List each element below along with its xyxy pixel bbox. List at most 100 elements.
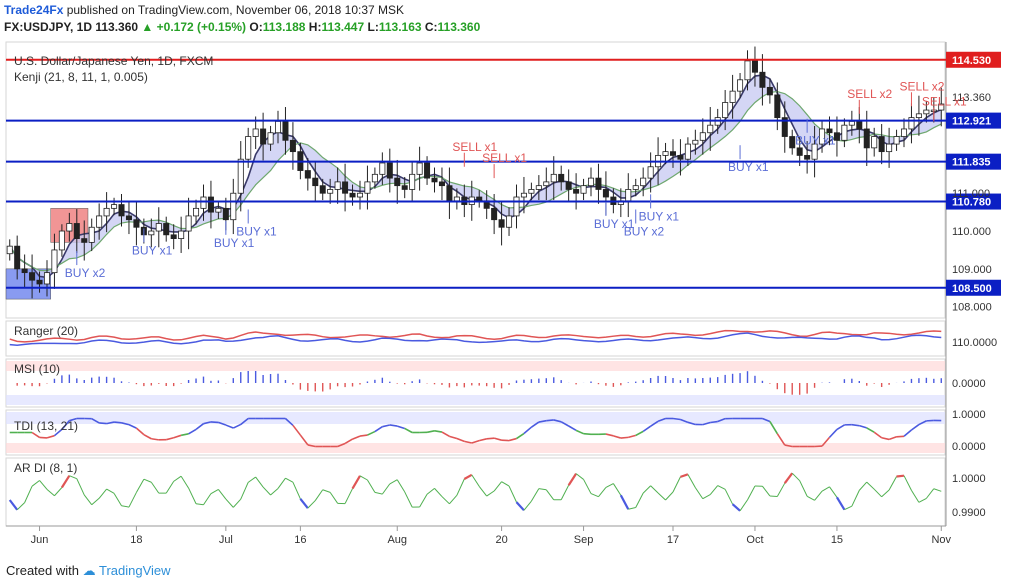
tdi-axis-label-bottom: 0.0000 [952, 441, 986, 453]
footer: Created with ☁ TradingView [6, 563, 171, 579]
low-value: 113.163 [378, 20, 422, 34]
candle-body [275, 120, 282, 134]
publish-info: Trade24Fx published on TradingView.com, … [4, 3, 404, 17]
candle-body [692, 139, 699, 145]
candle-body [73, 223, 80, 240]
ardi-segment [612, 483, 622, 496]
tdi-segment [605, 433, 614, 437]
tdi-segment [530, 421, 540, 428]
candle-body [349, 192, 356, 198]
price-tick-label: 109.000 [952, 264, 992, 276]
high-value: 113.447 [321, 20, 365, 34]
candle-body [438, 181, 445, 187]
tdi-segment [307, 444, 316, 448]
tdi-segment [225, 424, 234, 429]
symbol-label[interactable]: FX:USDJPY, 1D [4, 20, 93, 34]
candle-body [222, 207, 229, 221]
candle-body [543, 181, 550, 187]
ardi-label: AR DI (8, 1) [14, 461, 77, 475]
ardi-segment [165, 481, 175, 494]
author-name[interactable]: Trade24Fx [4, 3, 64, 17]
ardi-segment [91, 497, 100, 506]
ardi-segment [583, 479, 592, 494]
ardi-segment [933, 488, 942, 492]
candle-body [252, 128, 259, 137]
x-tick-label: 18 [130, 534, 142, 546]
candle-body [409, 173, 416, 190]
msi-label: MSI (10) [14, 362, 60, 376]
level-price-label: 108.500 [952, 283, 992, 295]
level-price-label: 111.835 [952, 157, 991, 169]
price-tick-label: 110.000 [952, 226, 991, 238]
candle-body [371, 173, 378, 183]
x-tick-label: Jul [219, 534, 233, 546]
tdi-segment [672, 417, 681, 421]
tdi-segment [657, 417, 666, 423]
ardi-segment [307, 500, 316, 509]
candle-body [737, 79, 744, 92]
candle-body [267, 132, 274, 145]
price-tick-label: 108.000 [952, 302, 992, 314]
ardi-segment [925, 488, 935, 499]
ardi-segment [515, 501, 525, 512]
tdi-segment [232, 423, 242, 429]
candle-body [774, 94, 781, 119]
candle-body [401, 185, 408, 190]
ardi-segment [731, 503, 741, 512]
tdi-segment [31, 431, 40, 439]
candle-body [707, 124, 714, 134]
tradingview-logo-icon[interactable]: ☁ [82, 563, 96, 578]
ardi-segment [619, 494, 630, 510]
tdi-segment [575, 429, 584, 435]
tdi-segment [374, 426, 383, 433]
candle-body [789, 136, 796, 149]
signal-label: BUY x2 [624, 224, 665, 238]
candle-body [871, 136, 878, 149]
tdi-segment [113, 421, 122, 424]
candle-body [334, 181, 341, 190]
tradingview-link[interactable]: TradingView [99, 563, 171, 578]
candle-body [14, 245, 21, 270]
ardi-segment [776, 482, 786, 497]
tdi-segment [628, 434, 636, 439]
ardi-segment [16, 502, 25, 511]
ardi-segment [329, 492, 339, 504]
ardi-segment [299, 498, 309, 509]
candle-body [379, 162, 386, 175]
tdi-segment [784, 444, 793, 448]
tdi-segment [546, 419, 554, 422]
ardi-segment [195, 503, 204, 506]
close-value: 113.360 [437, 20, 481, 34]
candle-body [476, 196, 483, 202]
candle-body [625, 189, 632, 202]
signal-label: BUY x1 [795, 134, 836, 148]
tdi-segment [404, 427, 413, 434]
ardi-segment [441, 496, 450, 505]
candle-body [833, 132, 840, 141]
tdi-segment [61, 420, 70, 430]
x-tick-label: Aug [387, 534, 407, 546]
ardi-segment [866, 481, 875, 490]
tdi-segment [121, 422, 130, 426]
candle-body [364, 181, 371, 194]
tdi-segment [434, 430, 443, 433]
ardi-segment [851, 490, 860, 507]
x-tick-label: 20 [495, 534, 507, 546]
tdi-segment [471, 439, 480, 444]
ardi-segment [180, 475, 190, 489]
ardi-segment [545, 489, 555, 501]
signal-label: SELL x2 [847, 87, 892, 101]
ardi-axis-label-bottom: 0.9900 [952, 507, 986, 519]
tdi-segment [910, 423, 920, 431]
candle-body [722, 102, 729, 119]
candle-body [215, 207, 222, 213]
tdi-segment [613, 435, 622, 439]
tdi-segment [486, 437, 495, 440]
ardi-segment [83, 494, 93, 506]
ardi-segment [747, 485, 756, 501]
candle-body [185, 215, 192, 232]
candle-body [260, 128, 267, 145]
ardi-segment [60, 475, 71, 489]
candle-body [6, 245, 13, 255]
